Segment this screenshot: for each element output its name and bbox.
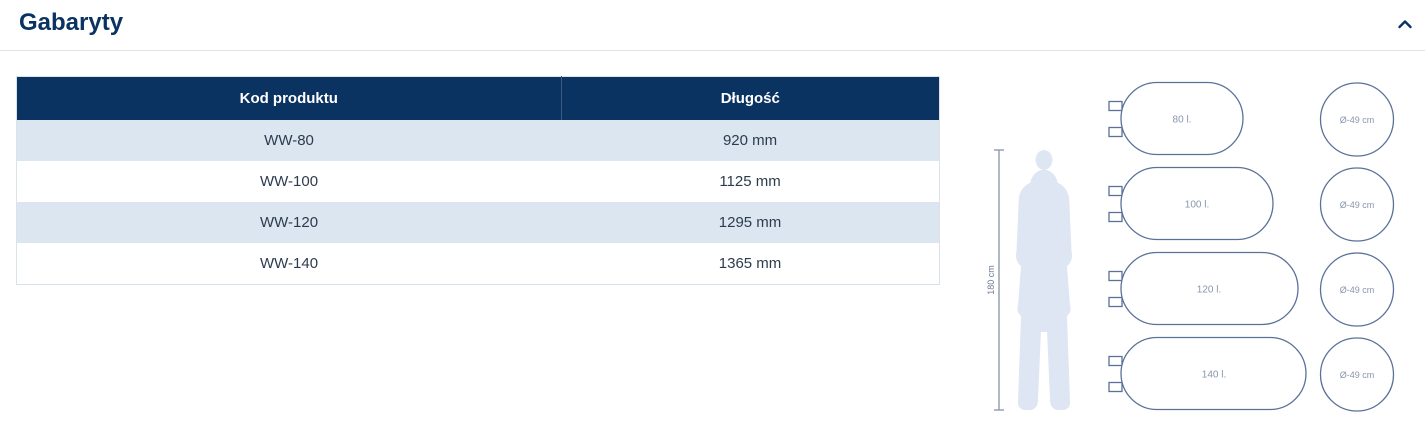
svg-text:Ø-49 cm: Ø-49 cm: [1340, 200, 1375, 210]
svg-text:Ø-49 cm: Ø-49 cm: [1340, 115, 1375, 125]
svg-text:80 l.: 80 l.: [1173, 115, 1192, 126]
svg-text:Ø-49 cm: Ø-49 cm: [1340, 370, 1375, 380]
svg-text:140 l.: 140 l.: [1202, 370, 1226, 381]
svg-text:100 l.: 100 l.: [1185, 200, 1209, 211]
svg-text:Ø-49 cm: Ø-49 cm: [1340, 285, 1375, 295]
svg-text:180 cm: 180 cm: [986, 265, 996, 295]
svg-text:120 l.: 120 l.: [1197, 285, 1221, 296]
